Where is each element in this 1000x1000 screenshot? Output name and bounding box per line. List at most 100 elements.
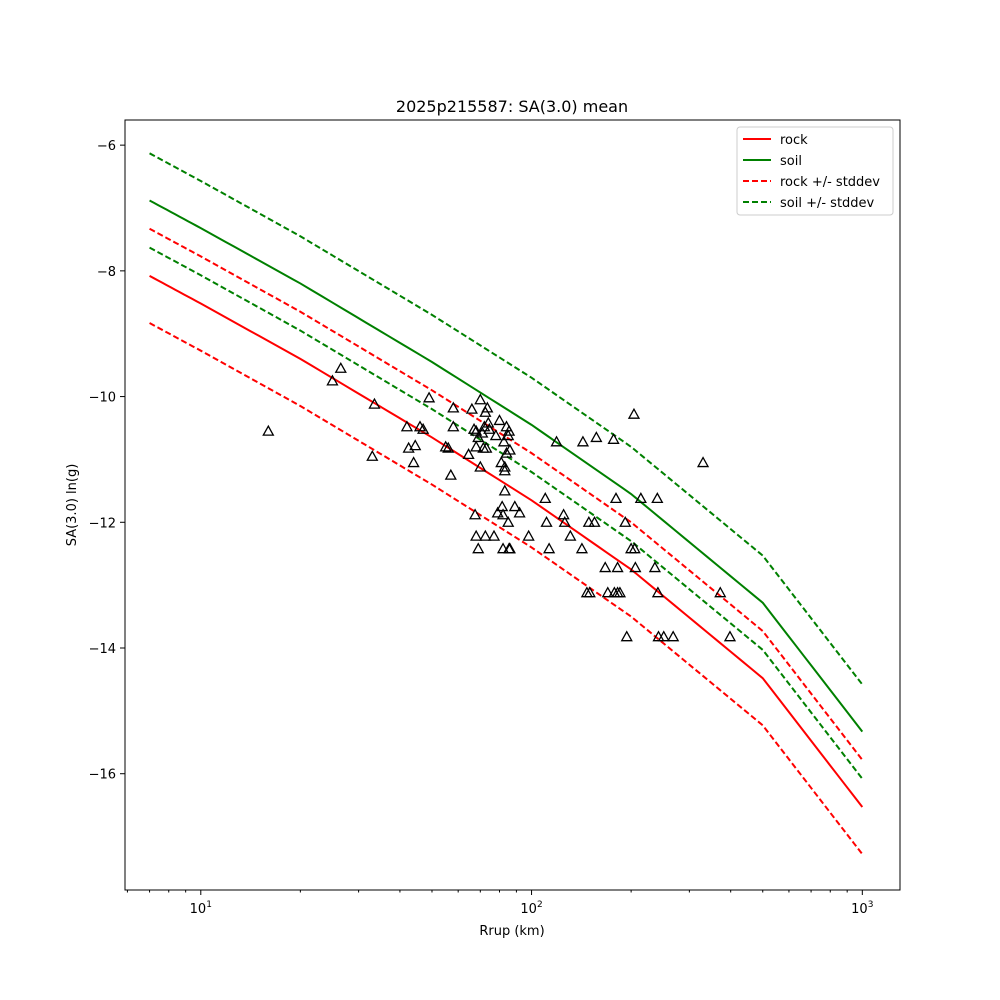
observation-point <box>723 630 737 642</box>
series-line-stddev-band-3 <box>149 322 864 855</box>
observation-point <box>651 492 664 504</box>
observation-point <box>613 586 627 598</box>
observation-point <box>539 492 552 504</box>
observation-points <box>262 361 737 642</box>
series-layer <box>149 152 864 855</box>
observation-point <box>479 529 492 541</box>
x-tick-label: 101 <box>190 900 212 917</box>
observation-point <box>607 432 620 444</box>
legend-label: soil +/- stddev <box>780 196 875 211</box>
observation-point <box>576 435 590 447</box>
x-tick-label: 102 <box>520 900 542 917</box>
observation-point <box>498 484 511 496</box>
observation-point <box>481 401 494 413</box>
observation-point <box>540 515 553 527</box>
observation-point <box>503 443 516 455</box>
observation-point <box>478 420 491 432</box>
observation-point <box>474 393 487 405</box>
legend-label: rock <box>780 133 808 148</box>
observation-point <box>409 439 422 451</box>
observation-point <box>502 424 516 436</box>
observation-point <box>498 464 511 476</box>
observation-point <box>508 500 521 512</box>
observation-point <box>483 422 496 434</box>
y-tick-label: −16 <box>89 768 116 783</box>
observation-point <box>447 401 460 413</box>
plot-frame <box>124 119 901 891</box>
y-tick-label: −12 <box>89 516 116 531</box>
observation-point <box>491 506 504 518</box>
observation-point <box>628 542 641 554</box>
observation-point <box>462 448 475 460</box>
observation-point <box>472 542 485 554</box>
observation-point <box>439 440 452 452</box>
y-tick-label: −6 <box>97 139 116 154</box>
observation-point <box>470 529 483 541</box>
chart-title: 2025p215587: SA(3.0) mean <box>396 97 628 116</box>
observation-point <box>407 456 420 468</box>
observation-point <box>629 561 642 573</box>
observation-point <box>470 440 483 452</box>
observation-point <box>575 542 589 554</box>
observation-point <box>558 515 571 527</box>
observation-point <box>468 508 482 520</box>
observation-point <box>588 515 601 527</box>
observation-point <box>696 456 710 468</box>
observation-point <box>400 420 414 432</box>
observation-point <box>609 492 623 504</box>
observation-point <box>496 542 510 554</box>
legend-label: rock +/- stddev <box>780 175 880 190</box>
observation-point <box>599 561 612 573</box>
y-axis: −16 −14 −12 −10 −8 −6 <box>89 139 125 783</box>
series-line-rock-0 <box>149 275 864 808</box>
observation-point <box>619 515 632 527</box>
legend-box <box>736 126 894 216</box>
observation-point <box>657 630 670 642</box>
observation-point <box>648 561 662 573</box>
observation-point <box>543 542 556 554</box>
observation-point <box>583 586 596 598</box>
x-axis: 101 102 103 <box>126 890 873 917</box>
legend: rock soil rock +/- stddev soil +/- stddev <box>736 126 894 216</box>
observation-point <box>442 441 455 453</box>
x-tick-label: 103 <box>851 900 873 917</box>
observation-point <box>366 449 379 461</box>
y-tick-label: −14 <box>89 642 116 657</box>
observation-point <box>467 422 481 434</box>
series-line-soil-stddev-4 <box>149 152 864 686</box>
observation-point <box>326 374 339 386</box>
observation-point <box>522 529 535 541</box>
observation-point <box>500 446 513 458</box>
series-line-soil-1 <box>149 199 864 733</box>
legend-label: soil <box>780 154 802 169</box>
observation-point <box>564 529 577 541</box>
y-tick-label: −10 <box>89 391 116 406</box>
series-line-stddev-band-5 <box>149 246 864 780</box>
observation-point <box>498 460 511 472</box>
observation-point <box>601 586 614 598</box>
y-axis-title: SA(3.0) ln(g) <box>65 464 80 547</box>
x-axis-title: Rrup (km) <box>479 924 544 939</box>
series-line-rock-stddev-2 <box>149 227 864 761</box>
observation-point <box>368 397 381 409</box>
observation-point <box>667 630 680 642</box>
observation-point <box>489 429 502 441</box>
observation-point <box>590 431 603 443</box>
observation-point <box>502 515 515 527</box>
observation-point <box>611 561 624 573</box>
observation-point <box>496 508 510 520</box>
observation-point <box>714 586 727 598</box>
observation-point <box>447 420 460 432</box>
observation-point <box>620 630 633 642</box>
observation-point <box>627 407 641 419</box>
observation-point <box>513 506 526 518</box>
observation-point <box>422 391 436 403</box>
observation-point <box>493 414 506 426</box>
observation-point <box>651 586 665 598</box>
observation-point <box>634 492 647 504</box>
observation-point <box>416 422 430 434</box>
observation-point <box>474 460 487 472</box>
observation-point <box>465 402 478 414</box>
observation-point <box>480 441 493 453</box>
